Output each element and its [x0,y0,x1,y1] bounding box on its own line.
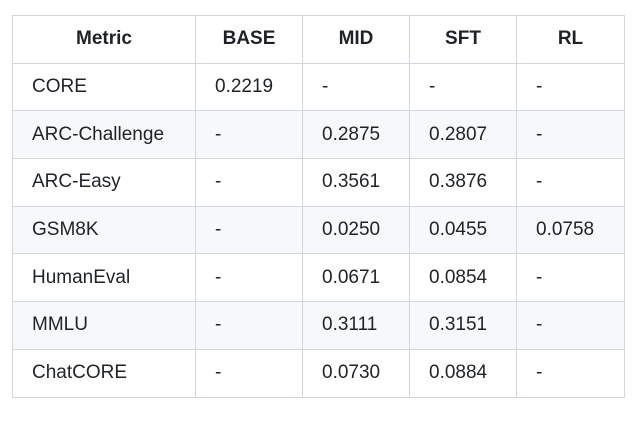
metric-name: HumanEval [12,253,196,303]
metric-value: 0.0758 [516,205,625,255]
table-row: ARC-Challenge -0.2875 0.2807- [12,110,625,160]
metric-value: - [516,110,625,160]
metric-value: - [195,158,303,207]
metric-value: 0.2875 [302,110,410,160]
metric-name: ARC-Challenge [12,110,196,160]
header-row: Metric BASE MID SFT RL [12,15,625,64]
metric-value: - [409,62,517,112]
metric-name: GSM8K [12,205,196,255]
metric-name: MMLU [12,301,196,350]
metric-value: 0.0671 [302,253,410,303]
table-row: GSM8K -0.0250 0.0455 0.0758 [12,205,625,255]
table-row: MMLU -0.3111 0.3151- [12,301,625,350]
metric-value: - [516,301,625,350]
metric-value: 0.2807 [409,110,517,160]
column-header: MID [302,15,410,64]
metric-value: 0.0730 [302,348,410,398]
table-row: ARC-Easy -0.3561 0.3876- [12,158,625,207]
metric-value: 0.0884 [409,348,517,398]
metric-value: - [516,158,625,207]
metric-value: - [195,253,303,303]
metric-value: 0.3111 [302,301,410,350]
metric-value: - [195,301,303,350]
metric-value: 0.0250 [302,205,410,255]
table-row: ChatCORE -0.0730 0.0884- [12,348,625,398]
metric-value: 0.0455 [409,205,517,255]
column-header: BASE [195,15,303,64]
table-row: CORE 0.2219- - - [12,62,625,112]
metric-value: 0.0854 [409,253,517,303]
metric-value: - [302,62,410,112]
metric-value: 0.3151 [409,301,517,350]
metric-value: 0.2219 [195,62,303,112]
table-body: CORE 0.2219- - - ARC-Challenge -0.2875 0.2807-… [12,62,625,398]
table-row: HumanEval -0.0671 0.0854- [12,253,625,303]
results-table: Metric BASE MID SFT RL CORE 0.2219- - - ARC-Chal… [12,15,625,398]
metric-value: - [195,110,303,160]
metric-value: - [195,205,303,255]
table-container: Metric BASE MID SFT RL CORE 0.2219- - - ARC-Chal… [12,15,625,398]
metric-value: - [516,348,625,398]
metric-name: ChatCORE [12,348,196,398]
metric-value: 0.3561 [302,158,410,207]
metric-value: - [516,62,625,112]
metric-value: 0.3876 [409,158,517,207]
metric-name: ARC-Easy [12,158,196,207]
metric-value: - [516,253,625,303]
column-header: SFT [409,15,517,64]
column-header: RL [516,15,625,64]
column-header: Metric [12,15,196,64]
metric-value: - [195,348,303,398]
metric-name: CORE [12,62,196,112]
table-head: Metric BASE MID SFT RL [12,15,625,64]
